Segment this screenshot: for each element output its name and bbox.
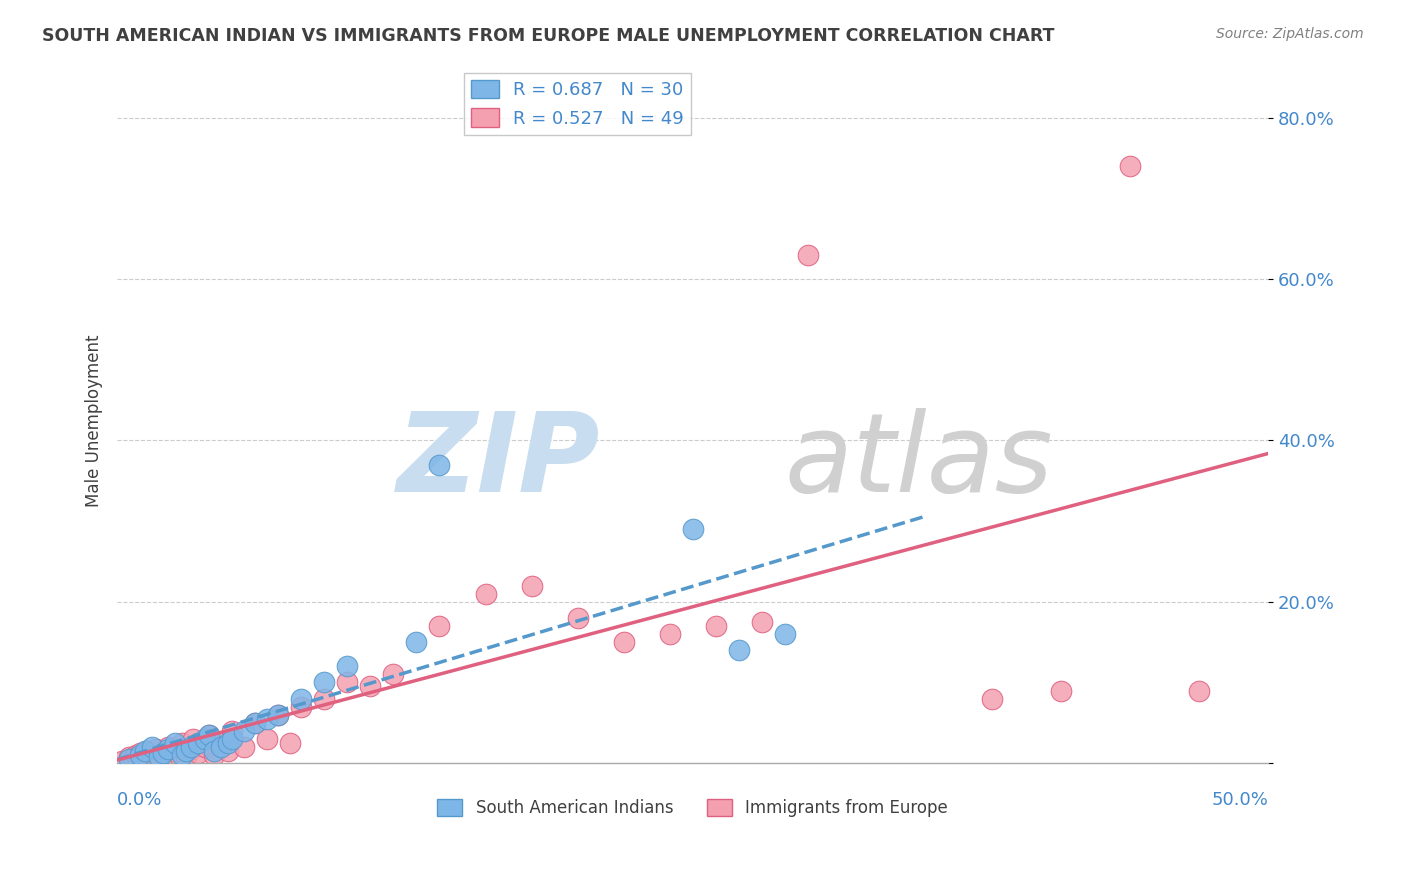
Point [209, 736, 232, 750]
Point [221, 723, 243, 738]
Point [145, 741, 167, 756]
Point [152, 747, 174, 761]
Text: ZIP: ZIP [396, 408, 600, 515]
Point [359, 680, 381, 694]
Point [290, 691, 312, 706]
Point [256, 712, 278, 726]
Point [134, 744, 156, 758]
Point [148, 749, 170, 764]
Point [405, 635, 427, 649]
Point [520, 579, 543, 593]
Point [209, 739, 232, 754]
Point [111, 754, 134, 768]
Point [134, 750, 156, 764]
Point [170, 747, 193, 762]
Point [170, 736, 193, 750]
Point [198, 728, 221, 742]
Point [267, 707, 290, 722]
Point [773, 627, 796, 641]
Point [474, 587, 496, 601]
Point [382, 667, 405, 681]
Point [1188, 683, 1211, 698]
Point [163, 736, 186, 750]
Point [290, 699, 312, 714]
Text: SOUTH AMERICAN INDIAN VS IMMIGRANTS FROM EUROPE MALE UNEMPLOYMENT CORRELATION CH: SOUTH AMERICAN INDIAN VS IMMIGRANTS FROM… [42, 27, 1054, 45]
Point [187, 736, 209, 750]
Point [194, 739, 217, 754]
Point [751, 615, 773, 629]
Point [124, 747, 146, 762]
Point [314, 675, 336, 690]
Point [187, 747, 209, 761]
Point [198, 728, 221, 742]
Point [1050, 683, 1073, 698]
Point [704, 619, 727, 633]
Point [221, 731, 243, 746]
Point [156, 741, 179, 756]
Point [129, 747, 152, 762]
Point [256, 731, 278, 746]
Point [122, 752, 145, 766]
Point [245, 715, 267, 730]
Point [129, 747, 152, 761]
Point [181, 731, 204, 746]
Point [232, 739, 254, 754]
Point [202, 744, 225, 758]
Point [141, 747, 163, 762]
Point [267, 707, 290, 722]
Point [217, 744, 239, 758]
Point [174, 749, 197, 764]
Point [141, 739, 163, 754]
Point [169, 747, 191, 762]
Point [797, 248, 820, 262]
Point [567, 611, 589, 625]
Text: 50.0%: 50.0% [1212, 790, 1268, 808]
Point [613, 635, 636, 649]
Point [194, 731, 217, 746]
Point [152, 747, 174, 761]
Point [202, 747, 225, 762]
Point [217, 736, 239, 750]
Point [1119, 159, 1142, 173]
Point [232, 723, 254, 738]
Point [682, 522, 704, 536]
Point [118, 749, 141, 764]
Point [136, 744, 159, 758]
Point [429, 458, 451, 472]
Point [980, 691, 1002, 706]
Point [336, 659, 359, 673]
Point [163, 744, 186, 758]
Point [180, 739, 202, 754]
Point [118, 752, 141, 766]
Point [159, 751, 181, 765]
Point [278, 736, 301, 750]
Point [156, 739, 179, 754]
Point [148, 749, 170, 764]
Text: 0.0%: 0.0% [117, 790, 163, 808]
Point [727, 643, 749, 657]
Point [180, 741, 202, 756]
Point [314, 691, 336, 706]
Text: Source: ZipAtlas.com: Source: ZipAtlas.com [1216, 27, 1364, 41]
Legend: South American Indians, Immigrants from Europe: South American Indians, Immigrants from … [430, 792, 955, 823]
Point [174, 744, 197, 758]
Point [429, 619, 451, 633]
Point [658, 627, 681, 641]
Point [245, 715, 267, 730]
Y-axis label: Male Unemployment: Male Unemployment [86, 334, 103, 507]
Text: atlas: atlas [785, 408, 1053, 515]
Point [336, 675, 359, 690]
